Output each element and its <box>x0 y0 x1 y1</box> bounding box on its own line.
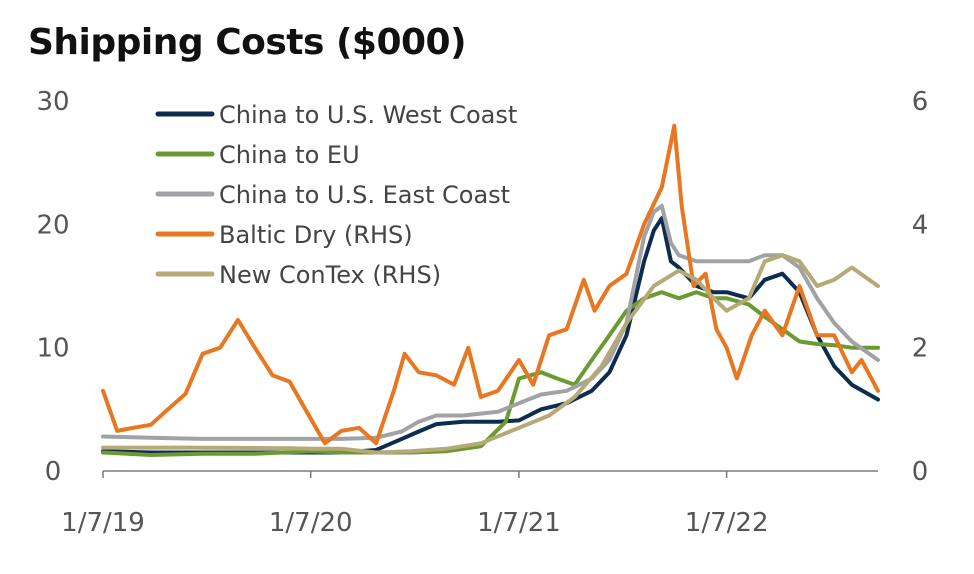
x-tick-label: 1/7/21 <box>477 508 561 538</box>
x-tick-label: 1/7/22 <box>685 508 769 538</box>
y-left-tick-label: 10 <box>36 334 69 364</box>
series-lines-group <box>101 123 880 457</box>
legend: China to U.S. West Coast China to EU China… <box>155 101 517 289</box>
x-tick-label: 1/7/19 <box>61 508 145 538</box>
series-line-baltic-dry-rhs <box>101 123 880 446</box>
legend-label-china-to-u-s-west-coast: China to U.S. West Coast <box>219 101 517 129</box>
y-right-tick-label: 0 <box>912 457 929 487</box>
y-right-tick-label: 6 <box>912 87 929 117</box>
series-line-new-contex-rhs <box>101 253 880 455</box>
y-right-tick-label: 2 <box>912 334 929 364</box>
legend-label-new-contex-rhs: New ConTex (RHS) <box>219 261 441 289</box>
axes-group: 1/7/19 1/7/20 1/7/21 1/7/22 0 10 20 30 0 2 4 6 <box>36 87 928 538</box>
chart-title: Shipping Costs ($000) <box>28 22 467 63</box>
series-line-china-to-u-s-west-coast <box>101 216 880 455</box>
legend-label-china-to-u-s-east-coast: China to U.S. East Coast <box>219 181 510 209</box>
y-left-tick-label: 30 <box>36 87 69 117</box>
x-tick-label: 1/7/20 <box>269 508 353 538</box>
legend-label-china-to-eu: China to EU <box>219 141 360 169</box>
y-left-tick-label: 20 <box>36 210 69 240</box>
series-line-china-to-eu <box>101 290 880 457</box>
y-right-tick-label: 4 <box>912 210 929 240</box>
legend-label-baltic-dry-rhs: Baltic Dry (RHS) <box>219 221 413 249</box>
y-left-tick-label: 0 <box>45 457 62 487</box>
